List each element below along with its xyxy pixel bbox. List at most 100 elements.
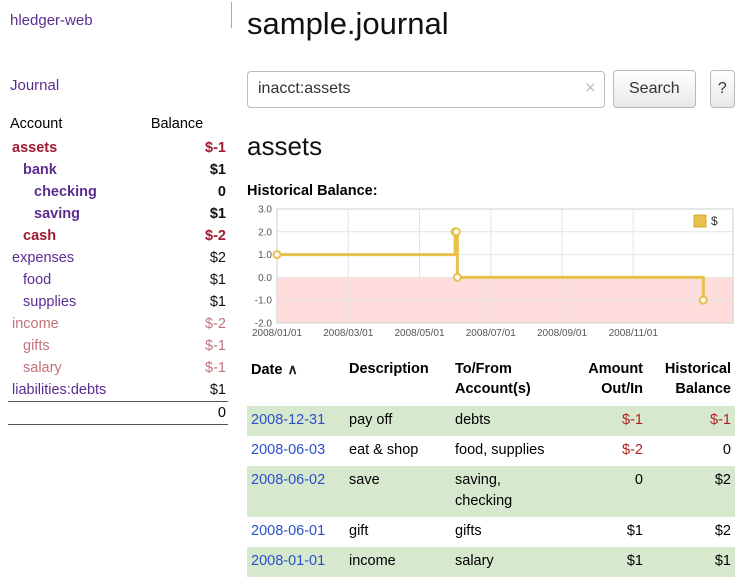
account-link[interactable]: saving [34, 206, 80, 222]
register-header-balance: Historical Balance [664, 361, 731, 397]
help-button[interactable]: ? [709, 70, 735, 108]
search-input[interactable] [247, 70, 605, 108]
accounts-total-value: 0 [148, 401, 228, 425]
account-link[interactable]: salary [23, 360, 62, 376]
accounts-total-row: 0 [8, 401, 228, 425]
sidebar-divider [231, 2, 232, 28]
register-date-cell: 2008-12-31 [247, 406, 345, 436]
register-body: 2008-12-31 pay off debts $-1 $-1 2008-06-03 ea… [247, 406, 735, 577]
register-accounts: saving, checking [455, 471, 513, 510]
register-header-accounts: To/From Account(s) [455, 361, 531, 397]
register-balance: $2 [714, 523, 731, 540]
account-link[interactable]: bank [23, 162, 57, 178]
account-row: salary $-1 [8, 357, 228, 379]
account-link[interactable]: assets [12, 140, 58, 156]
account-link[interactable]: checking [34, 184, 97, 200]
register-description: eat & shop [349, 441, 419, 458]
account-row: food $1 [8, 269, 228, 291]
register-table: Date ∧ Description To/From Account(s) Amo… [247, 358, 735, 577]
register-amount: 0 [634, 471, 643, 488]
account-row: income $-2 [8, 313, 228, 335]
svg-text:$: $ [711, 214, 718, 228]
register-header-date[interactable]: Date ∧ [247, 358, 345, 406]
account-balance: $1 [209, 272, 226, 288]
register-date-cell: 2008-06-02 [247, 466, 345, 518]
register-accounts: salary [455, 552, 494, 569]
account-row: expenses $2 [8, 247, 228, 269]
svg-text:3.0: 3.0 [258, 205, 272, 216]
account-link[interactable]: supplies [23, 294, 77, 310]
account-link[interactable]: cash [23, 228, 57, 244]
sidebar: hledger-web Journal Account Balance asse… [0, 0, 232, 582]
accounts-header-row: Account Balance [8, 114, 228, 137]
account-row: liabilities:debts $1 [8, 379, 228, 402]
account-balance: $-1 [205, 140, 226, 156]
transaction-date-link[interactable]: 2008-06-03 [251, 441, 326, 458]
register-row: 2008-06-01 gift gifts $1 $2 [247, 517, 735, 547]
account-link[interactable]: expenses [12, 250, 75, 266]
account-balance: $-1 [205, 360, 226, 376]
register-description: income [349, 552, 396, 569]
sort-ascending-icon: ∧ [287, 361, 298, 377]
page-title: sample.journal [247, 6, 449, 41]
account-link[interactable]: liabilities:debts [12, 382, 107, 398]
transaction-date-link[interactable]: 2008-01-01 [251, 552, 326, 569]
svg-text:-1.0: -1.0 [255, 296, 273, 307]
register-amount: $-1 [622, 412, 643, 429]
register-description: gift [349, 523, 369, 540]
register-accounts: food, supplies [455, 441, 545, 458]
main-content: sample.journal × Search ? assets Histori… [232, 0, 742, 582]
register-header-date-label: Date [251, 362, 283, 378]
register-row: 2008-01-01 income salary $1 $1 [247, 546, 735, 577]
accounts-body: assets $-1 bank $1 checking 0 saving $1 cash $-2 e… [8, 137, 228, 402]
register-accounts: debts [455, 412, 491, 429]
svg-text:-2.0: -2.0 [255, 319, 273, 330]
search-button[interactable]: Search [613, 70, 696, 108]
account-balance: $1 [209, 382, 226, 398]
account-row: gifts $-1 [8, 335, 228, 357]
account-balance: $-2 [205, 228, 226, 244]
register-balance: 0 [722, 441, 731, 458]
account-link[interactable]: income [12, 316, 59, 332]
register-date-cell: 2008-06-03 [247, 436, 345, 466]
clear-search-icon[interactable]: × [584, 77, 596, 99]
svg-text:2008/09/01: 2008/09/01 [537, 328, 587, 339]
account-balance: $2 [209, 250, 226, 266]
account-balance: 0 [217, 184, 226, 200]
transaction-date-link[interactable]: 2008-12-31 [251, 412, 326, 429]
svg-text:2008/07/01: 2008/07/01 [466, 328, 516, 339]
account-link[interactable]: food [23, 272, 52, 288]
search-input-wrapper: × [247, 70, 605, 108]
register-row: 2008-06-03 eat & shop food, supplies $-2 0 [247, 436, 735, 466]
account-balance: $1 [209, 294, 226, 310]
register-row: 2008-06-02 save saving, checking 0 $2 [247, 465, 735, 518]
transaction-date-link[interactable]: 2008-06-01 [251, 523, 326, 540]
register-row: 2008-12-31 pay off debts $-1 $-1 [247, 406, 735, 436]
account-balance: $1 [209, 206, 226, 222]
account-balance: $1 [209, 162, 226, 178]
account-row: checking 0 [8, 181, 228, 203]
transaction-date-link[interactable]: 2008-06-02 [251, 471, 326, 488]
account-row: saving $1 [8, 203, 228, 225]
account-heading: assets [247, 131, 323, 161]
sidebar-item-journal[interactable]: Journal [10, 77, 60, 94]
register-amount: $1 [626, 523, 643, 540]
account-link[interactable]: gifts [23, 338, 50, 354]
svg-text:1.0: 1.0 [258, 250, 272, 261]
svg-text:2008/03/01: 2008/03/01 [323, 328, 373, 339]
chart-title: Historical Balance: [247, 183, 378, 199]
register-balance: $-1 [710, 412, 731, 429]
register-amount: $1 [626, 552, 643, 569]
svg-text:2008/11/01: 2008/11/01 [609, 328, 659, 339]
register-header-description: Description [349, 361, 429, 377]
accounts-column-header: Account [10, 116, 63, 132]
accounts-total-spacer [8, 401, 149, 425]
account-row: supplies $1 [8, 291, 228, 313]
app-brand-link[interactable]: hledger-web [10, 12, 93, 29]
account-row: assets $-1 [8, 137, 228, 159]
svg-text:2008/01/01: 2008/01/01 [252, 328, 302, 339]
register-balance: $2 [714, 471, 731, 488]
account-balance: $-1 [205, 338, 226, 354]
